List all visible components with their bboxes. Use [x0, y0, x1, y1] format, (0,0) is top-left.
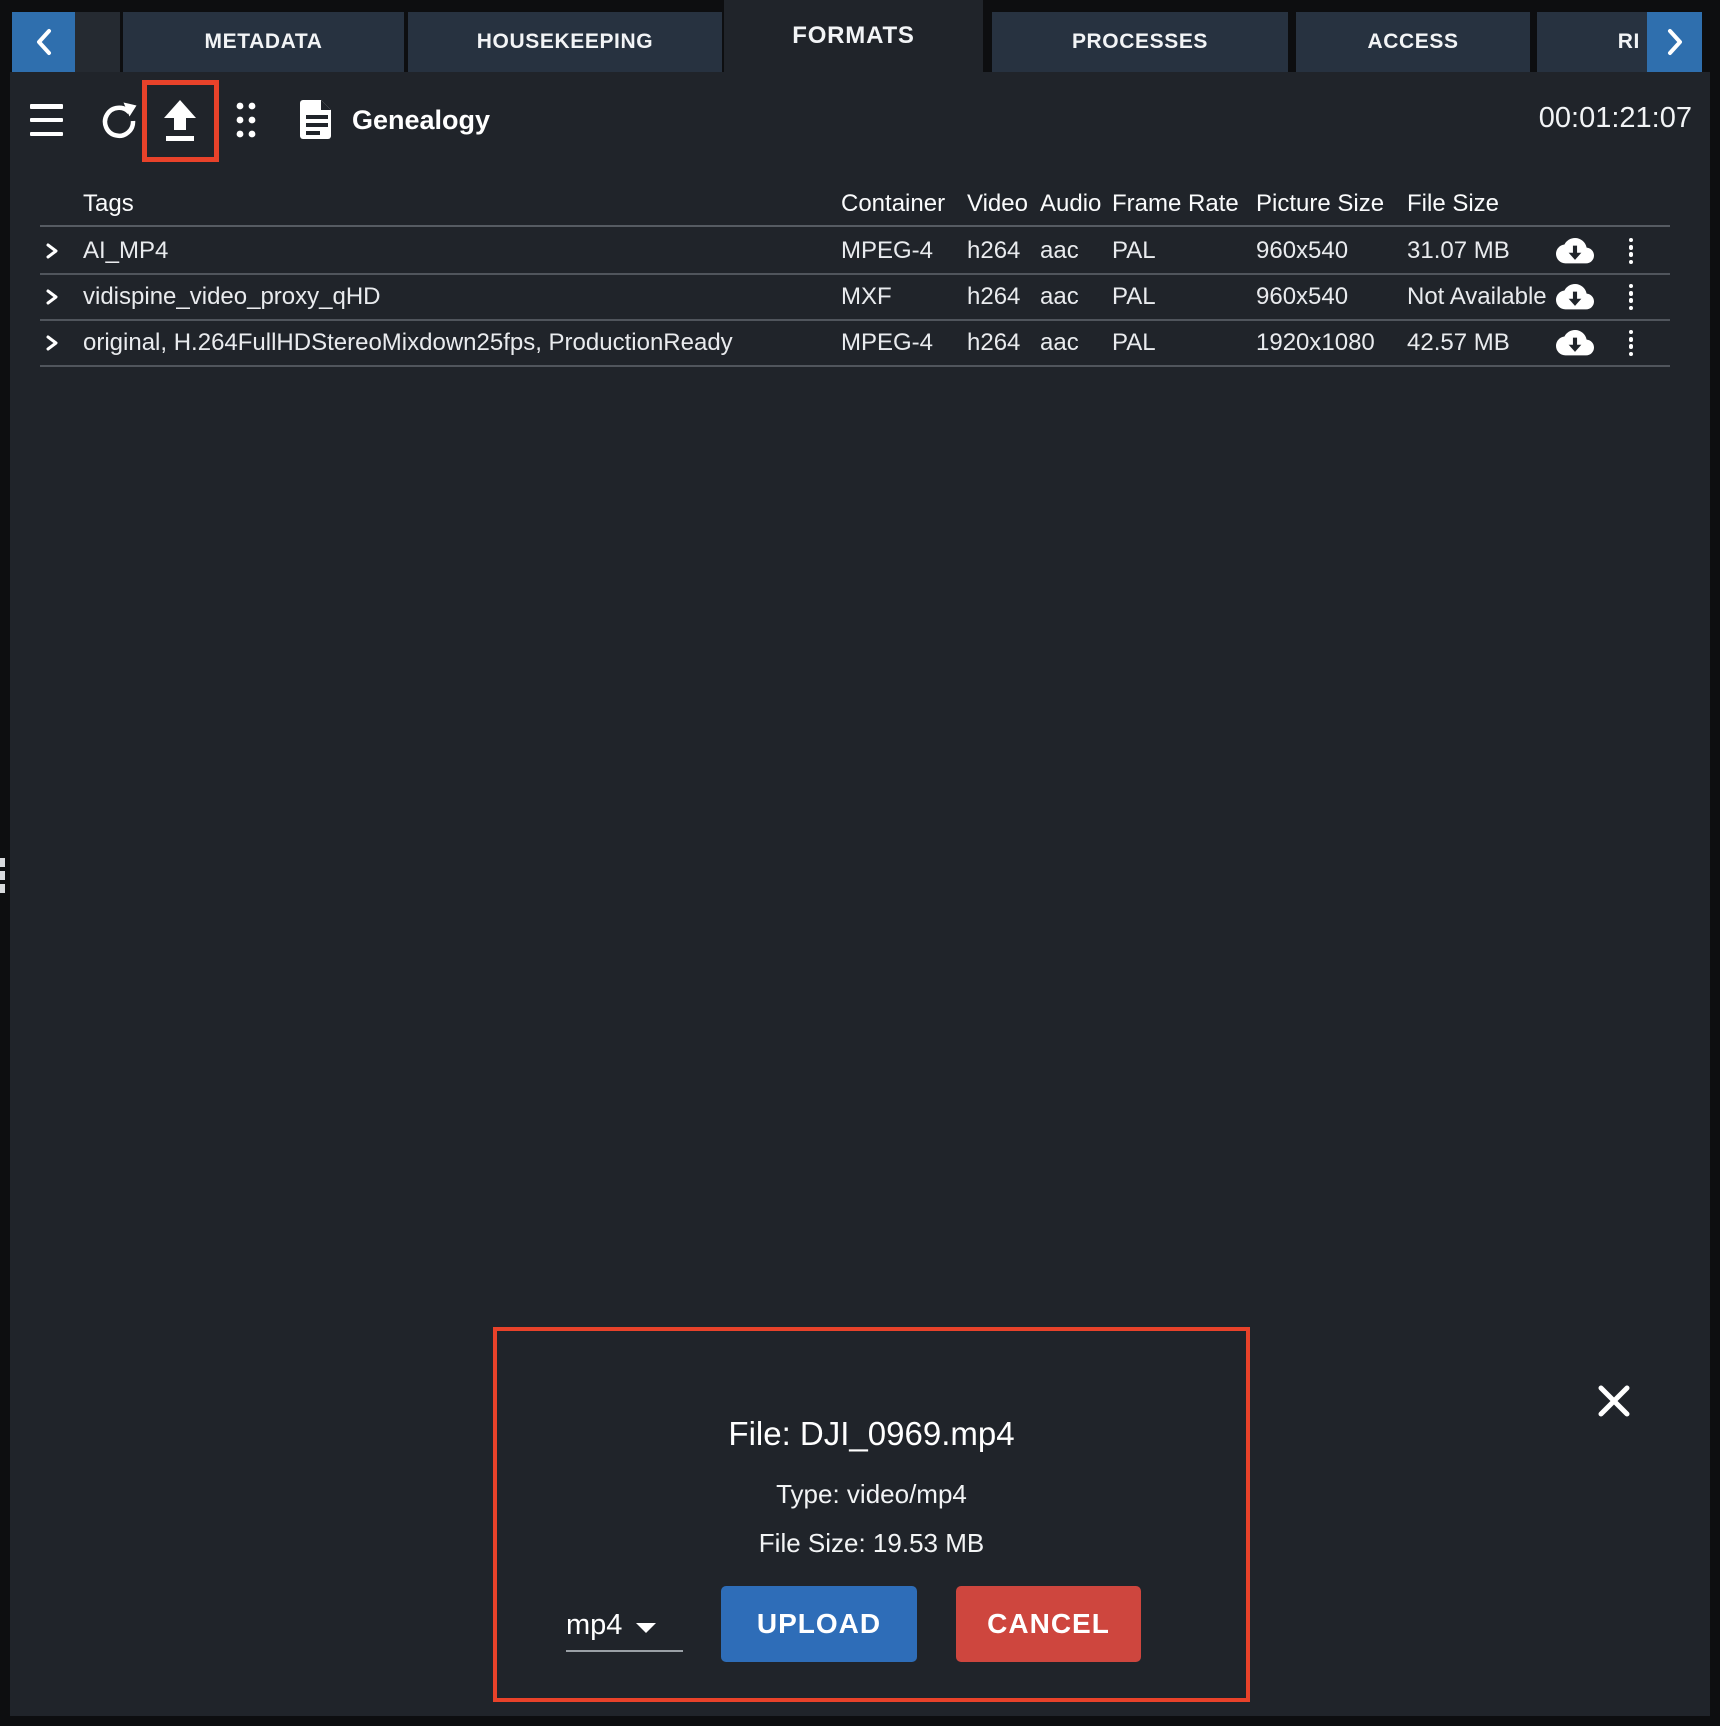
- tab-access[interactable]: ACCESS: [1296, 12, 1530, 72]
- cloud-download-icon[interactable]: [1556, 275, 1596, 319]
- menu-icon[interactable]: [30, 104, 63, 136]
- row-expand-chevron-icon[interactable]: [44, 275, 68, 319]
- tabs-scroll-left-button[interactable]: [12, 12, 75, 72]
- tab-housekeeping[interactable]: HOUSEKEEPING: [408, 12, 722, 72]
- cell-tags: AI_MP4: [83, 237, 169, 264]
- upload-highlight-box: [142, 80, 219, 162]
- column-header-audio: Audio: [1040, 190, 1102, 217]
- dialog-file-name: File: DJI_0969.mp4: [728, 1415, 1015, 1452]
- dialog-file-type: Type: video/mp4: [776, 1479, 967, 1509]
- format-select[interactable]: mp4: [566, 1601, 683, 1652]
- chevron-right-icon: [1666, 28, 1684, 56]
- upload-icon[interactable]: [158, 98, 202, 144]
- column-header-container: Container: [841, 190, 946, 217]
- grid-dots-icon[interactable]: [235, 101, 257, 139]
- row-more-menu-icon[interactable]: [1624, 321, 1638, 365]
- cell-video: h264: [967, 329, 1021, 356]
- cell-file-size: Not Available: [1407, 283, 1547, 310]
- refresh-icon[interactable]: [99, 100, 139, 140]
- formats-table-header: Tags Container Video Audio Frame Rate Pi…: [40, 188, 1670, 227]
- upload-dialog: File: DJI_0969.mp4 Type: video/mp4 File …: [493, 1327, 1250, 1702]
- cell-tags: original, H.264FullHDStereoMixdown25fps,…: [83, 329, 733, 356]
- row-more-menu-icon[interactable]: [1624, 229, 1638, 273]
- cell-audio: aac: [1040, 283, 1079, 310]
- tab-processes[interactable]: PROCESSES: [992, 12, 1288, 72]
- table-row: AI_MP4 MPEG-4 h264 aac PAL 960x540 31.07…: [40, 229, 1670, 275]
- dialog-file-size: File Size: 19.53 MB: [758, 1528, 985, 1558]
- cell-frame-rate: PAL: [1112, 283, 1156, 310]
- column-header-video: Video: [967, 190, 1028, 217]
- row-expand-chevron-icon[interactable]: [44, 229, 68, 273]
- cloud-download-icon[interactable]: [1556, 229, 1596, 273]
- cell-picture-size: 1920x1080: [1256, 329, 1375, 356]
- cell-picture-size: 960x540: [1256, 237, 1349, 264]
- close-icon[interactable]: [1597, 1384, 1631, 1418]
- tab-stub: [75, 12, 120, 72]
- cancel-button[interactable]: CANCEL: [956, 1586, 1141, 1662]
- cell-container: MPEG-4: [841, 237, 934, 264]
- column-header-file-size: File Size: [1407, 190, 1500, 217]
- cell-picture-size: 960x540: [1256, 283, 1349, 310]
- cell-file-size: 42.57 MB: [1407, 329, 1510, 356]
- column-header-tags: Tags: [83, 190, 134, 217]
- row-expand-chevron-icon[interactable]: [44, 321, 68, 365]
- cell-container: MPEG-4: [841, 329, 934, 356]
- format-select-value: mp4: [566, 1609, 623, 1641]
- column-header-picture-size: Picture Size: [1256, 190, 1385, 217]
- row-more-menu-icon[interactable]: [1624, 275, 1638, 319]
- cell-frame-rate: PAL: [1112, 329, 1156, 356]
- table-row: vidispine_video_proxy_qHD MXF h264 aac P…: [40, 275, 1670, 321]
- timecode-display: 00:01:21:07: [1538, 102, 1692, 134]
- cell-audio: aac: [1040, 329, 1079, 356]
- tabs-scroll-right-button[interactable]: [1647, 12, 1702, 72]
- caret-down-icon: [636, 1622, 657, 1633]
- column-header-frame-rate: Frame Rate: [1112, 190, 1239, 217]
- cell-container: MXF: [841, 283, 892, 310]
- side-panel-drag-handle[interactable]: [0, 858, 6, 897]
- cell-audio: aac: [1040, 237, 1079, 264]
- cloud-download-icon[interactable]: [1556, 321, 1596, 365]
- upload-confirm-button[interactable]: UPLOAD: [721, 1586, 917, 1662]
- cell-file-size: 31.07 MB: [1407, 237, 1510, 264]
- tab-metadata[interactable]: METADATA: [123, 12, 404, 72]
- cell-video: h264: [967, 237, 1021, 264]
- table-row: original, H.264FullHDStereoMixdown25fps,…: [40, 321, 1670, 367]
- tab-formats-active[interactable]: FORMATS: [724, 0, 983, 72]
- view-title: Genealogy: [352, 105, 491, 135]
- cell-video: h264: [967, 283, 1021, 310]
- document-icon[interactable]: [299, 98, 335, 140]
- chevron-left-icon: [35, 28, 53, 56]
- cell-frame-rate: PAL: [1112, 237, 1156, 264]
- cell-tags: vidispine_video_proxy_qHD: [83, 283, 381, 310]
